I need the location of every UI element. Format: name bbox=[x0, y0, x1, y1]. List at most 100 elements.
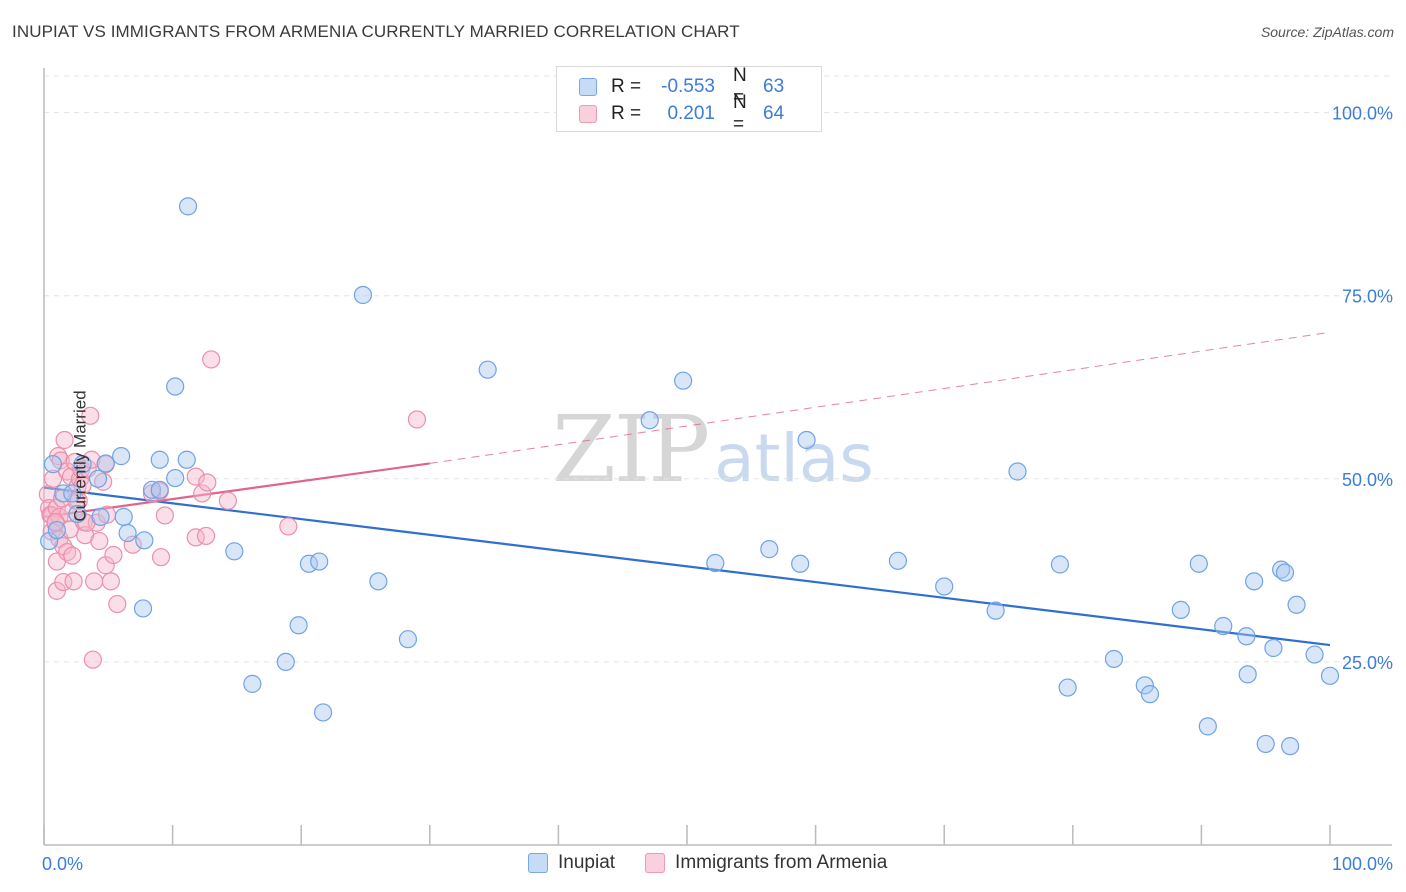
data-point bbox=[1008, 462, 1027, 481]
data-point bbox=[142, 480, 162, 499]
data-point bbox=[1264, 638, 1283, 658]
data-point bbox=[986, 601, 1005, 620]
data-point bbox=[289, 616, 308, 635]
data-point bbox=[218, 491, 237, 510]
series-legend: Inupiat Immigrants from Armenia bbox=[528, 852, 917, 874]
legend-swatch-armenia bbox=[645, 853, 666, 873]
data-point bbox=[123, 535, 142, 554]
y-tick-label: 100.0% bbox=[1332, 104, 1393, 124]
data-point bbox=[135, 531, 154, 550]
legend-label-inupiat: Inupiat bbox=[558, 852, 616, 873]
data-point bbox=[166, 377, 185, 396]
data-point bbox=[760, 540, 779, 559]
y-tick-label: 25.0% bbox=[1342, 653, 1393, 673]
data-point bbox=[1198, 717, 1217, 736]
data-point bbox=[64, 572, 83, 591]
legend-r-label: R = bbox=[611, 103, 642, 124]
data-point bbox=[407, 410, 427, 429]
data-point bbox=[1320, 666, 1340, 685]
data-point bbox=[1140, 685, 1160, 704]
data-point bbox=[1256, 734, 1275, 754]
trend-line-extrapolated bbox=[429, 331, 1331, 464]
data-point bbox=[313, 703, 333, 722]
legend-n-label: N = bbox=[733, 92, 747, 135]
grid-lines bbox=[44, 75, 1392, 663]
data-point bbox=[478, 360, 497, 379]
data-point bbox=[155, 506, 174, 525]
chart-title: INUPIAT VS IMMIGRANTS FROM ARMENIA CURRE… bbox=[12, 22, 740, 41]
watermark-atlas: atlas bbox=[714, 420, 874, 497]
legend-n-value: 64 bbox=[763, 103, 785, 124]
data-point bbox=[54, 572, 73, 592]
data-point bbox=[88, 469, 108, 488]
data-point bbox=[81, 406, 100, 425]
data-point bbox=[202, 350, 221, 369]
data-point bbox=[193, 484, 212, 503]
data-point bbox=[1237, 627, 1256, 646]
data-point bbox=[104, 545, 123, 565]
data-point bbox=[73, 455, 92, 474]
data-point bbox=[1245, 572, 1264, 591]
data-point bbox=[91, 507, 110, 526]
data-point bbox=[196, 526, 216, 546]
data-point bbox=[186, 467, 205, 486]
watermark-zip: ZIP bbox=[552, 396, 710, 503]
data-point bbox=[674, 371, 693, 390]
x-tick-label-min: 0.0% bbox=[42, 854, 83, 874]
data-point bbox=[96, 454, 115, 473]
data-point bbox=[243, 674, 262, 693]
data-point bbox=[166, 468, 185, 488]
data-point bbox=[888, 551, 908, 570]
data-point bbox=[310, 552, 329, 571]
data-point bbox=[133, 599, 153, 618]
data-point bbox=[55, 430, 74, 450]
data-point bbox=[1281, 737, 1300, 756]
data-point bbox=[83, 650, 102, 669]
data-point bbox=[276, 652, 295, 672]
data-point bbox=[68, 504, 87, 524]
y-tick-label: 75.0% bbox=[1342, 287, 1393, 307]
data-point bbox=[101, 572, 120, 591]
data-point bbox=[279, 517, 298, 536]
data-point bbox=[108, 594, 127, 614]
data-point bbox=[1238, 665, 1257, 684]
legend-label-armenia: Immigrants from Armenia bbox=[675, 852, 888, 873]
data-point bbox=[1171, 600, 1190, 620]
data-point bbox=[114, 507, 133, 526]
data-point bbox=[1214, 616, 1233, 636]
data-point bbox=[94, 472, 113, 491]
watermark: ZIPatlas bbox=[552, 396, 874, 503]
data-point bbox=[1058, 678, 1077, 697]
data-point bbox=[118, 523, 137, 543]
data-point bbox=[398, 630, 418, 649]
data-point bbox=[63, 484, 82, 503]
data-point bbox=[225, 542, 244, 561]
data-point bbox=[640, 411, 659, 430]
source-label: Source: ZipAtlas.com bbox=[1260, 24, 1394, 40]
data-point bbox=[96, 556, 115, 575]
data-point bbox=[1104, 649, 1124, 669]
data-point bbox=[43, 455, 63, 474]
data-point bbox=[1305, 645, 1324, 664]
data-point bbox=[178, 197, 198, 216]
legend-item-armenia[interactable]: Immigrants from Armenia bbox=[645, 852, 887, 874]
trend-line bbox=[43, 462, 430, 518]
legend-r-label: R = bbox=[611, 76, 642, 97]
data-point bbox=[85, 572, 104, 591]
data-point bbox=[82, 450, 101, 469]
data-point bbox=[1287, 595, 1306, 614]
correlation-legend: R = -0.553 N = 63 R = 0.201 N = 64 bbox=[556, 65, 822, 135]
data-point bbox=[43, 469, 63, 488]
legend-item-inupiat[interactable]: Inupiat bbox=[528, 852, 615, 874]
data-point bbox=[198, 473, 217, 492]
trend-lines bbox=[43, 331, 1331, 647]
data-point bbox=[90, 531, 109, 551]
tick-labels: 25.0% 50.0% 75.0% 100.0% 0.0% 100.0% bbox=[42, 104, 1393, 874]
data-points bbox=[38, 197, 1340, 756]
data-point bbox=[63, 546, 82, 565]
data-point bbox=[177, 450, 196, 469]
y-axis-label: Currently Married bbox=[70, 390, 90, 522]
legend-swatch-inupiat bbox=[579, 78, 597, 96]
data-point bbox=[1135, 676, 1154, 695]
